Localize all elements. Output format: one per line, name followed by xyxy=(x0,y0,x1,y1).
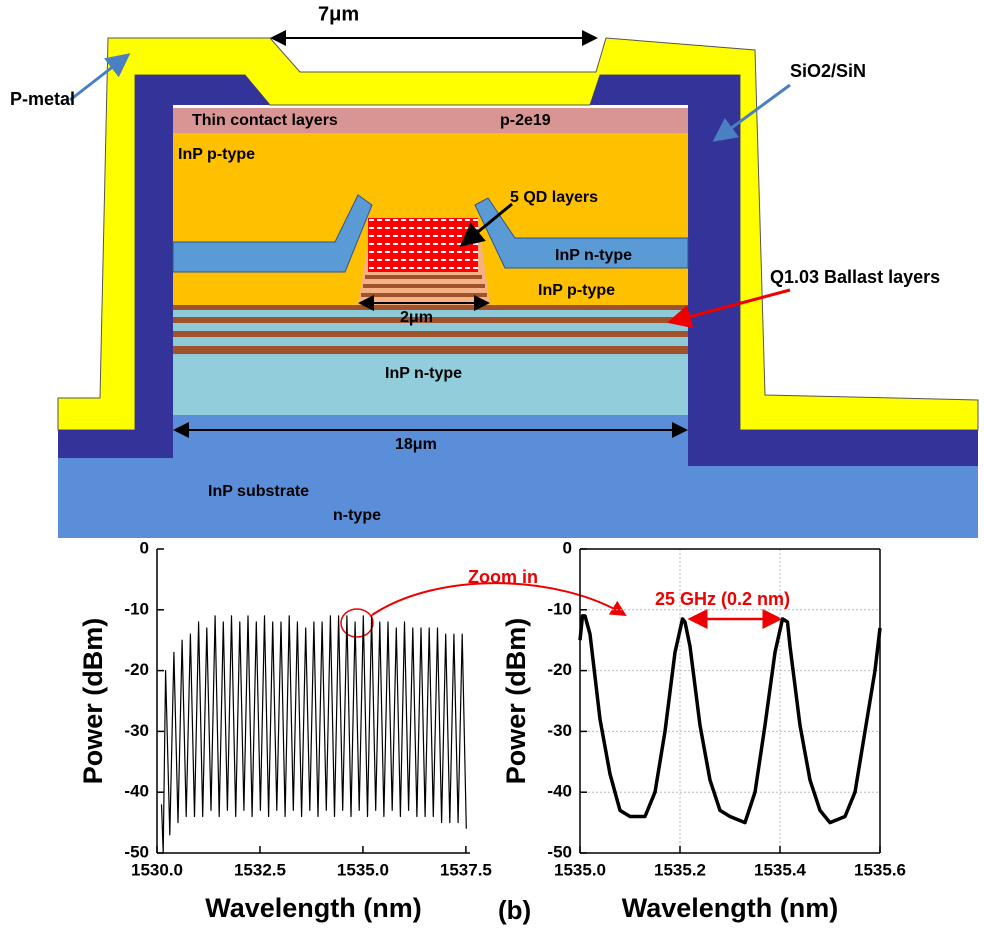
label: InP n-type xyxy=(385,365,462,382)
zoom-arrow xyxy=(372,583,625,615)
y-tick-label: -20 xyxy=(124,660,149,679)
label: 5 QD layers xyxy=(510,189,598,206)
label: InP p-type xyxy=(178,146,255,163)
label: n-type xyxy=(333,507,381,524)
dimension-label: 18μm xyxy=(395,436,437,453)
zoom-circle xyxy=(341,609,373,637)
label: InP p-type xyxy=(538,282,615,299)
x-tick-label: 1535.6 xyxy=(854,860,906,879)
qd-layers xyxy=(368,218,478,272)
y-tick-label: 0 xyxy=(563,538,572,557)
x-tick-label: 1535.2 xyxy=(654,860,706,879)
y-tick-label: -30 xyxy=(124,721,149,740)
y-axis-title: Power (dBm) xyxy=(501,618,531,785)
mesa-layer xyxy=(361,293,487,297)
y-tick-label: -30 xyxy=(547,721,572,740)
y-tick-label: -20 xyxy=(547,660,572,679)
spectrum-line xyxy=(162,616,467,853)
y-tick-label: -50 xyxy=(124,842,149,861)
y-tick-label: -40 xyxy=(124,782,149,801)
x-tick-label: 1530.0 xyxy=(131,860,183,879)
x-tick-label: 1535.0 xyxy=(554,860,606,879)
label: Thin contact layers xyxy=(192,112,338,129)
y-axis-title: Power (dBm) xyxy=(78,618,108,785)
device-diagram: 7μm P-metal SiO2/SiN Thin contact layers… xyxy=(10,3,978,538)
mesa-layer xyxy=(365,275,482,279)
panel-label: (b) xyxy=(498,895,531,925)
dimension-label: 7μm xyxy=(318,3,359,25)
y-tick-label: 0 xyxy=(140,538,149,557)
label: InP substrate xyxy=(208,483,309,500)
x-tick-label: 1537.5 xyxy=(440,860,492,879)
mesa-layer xyxy=(363,284,485,288)
annotation: 25 GHz (0.2 nm) xyxy=(655,589,790,609)
label: P-metal xyxy=(10,89,75,109)
x-axis-title: Wavelength (nm) xyxy=(622,893,839,923)
label: Q1.03 Ballast layers xyxy=(770,267,940,287)
figure: 7μm P-metal SiO2/SiN Thin contact layers… xyxy=(0,0,984,934)
label: InP n-type xyxy=(555,247,632,264)
x-tick-label: 1532.5 xyxy=(234,860,286,879)
page: 7μm P-metal SiO2/SiN Thin contact layers… xyxy=(0,0,984,939)
y-tick-label: -10 xyxy=(124,599,149,618)
substrate xyxy=(58,458,978,538)
y-tick-label: -50 xyxy=(547,842,572,861)
annotation: Zoom in xyxy=(468,567,538,587)
spectrum-line xyxy=(580,616,880,823)
label: p-2e19 xyxy=(500,112,551,129)
label: SiO2/SiN xyxy=(790,61,866,81)
dimension-label: 2μm xyxy=(400,309,433,326)
x-tick-label: 1535.4 xyxy=(754,860,807,879)
x-axis-title: Wavelength (nm) xyxy=(205,893,422,923)
y-tick-label: -40 xyxy=(547,782,572,801)
x-tick-label: 1535.0 xyxy=(337,860,389,879)
y-tick-label: -10 xyxy=(547,599,572,618)
